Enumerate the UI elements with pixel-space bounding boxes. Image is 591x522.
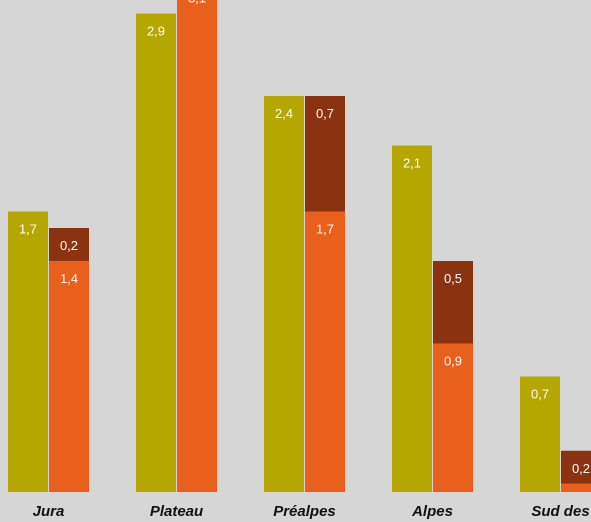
- data-label: 2,4: [275, 106, 293, 121]
- data-label: 0,7: [531, 387, 549, 402]
- data-label: 1,4: [60, 271, 78, 286]
- bar-group: 2,93,10,4Plateau: [136, 0, 217, 520]
- bar-group: 2,4 1,7 0,7 Préalpes: [264, 96, 345, 520]
- category-label: Alpes: [411, 503, 453, 520]
- bar: [520, 376, 560, 492]
- bar-segment: [49, 228, 89, 261]
- bar-segment: [561, 483, 591, 492]
- data-label: 0,9: [444, 354, 462, 369]
- category-label: Plateau: [150, 503, 203, 520]
- bar: [8, 211, 48, 492]
- data-label: 0,5: [444, 271, 462, 286]
- data-label: 2,9: [147, 24, 165, 39]
- bar: [136, 13, 176, 492]
- category-label: Sud des: [531, 503, 589, 520]
- data-label: 2,1: [403, 156, 421, 171]
- data-label: 0,7: [316, 106, 334, 121]
- bar-group: 2,1 0,9 0,5 Alpes: [392, 145, 473, 520]
- bar-segment: [305, 96, 345, 212]
- data-label: 3,1: [188, 0, 206, 6]
- bar: [264, 96, 304, 492]
- bar-segment: [177, 0, 217, 492]
- data-label: 1,7: [19, 222, 37, 237]
- category-label: Préalpes: [273, 503, 336, 520]
- bar-segment: [433, 343, 473, 492]
- bar-segment: [305, 211, 345, 492]
- data-label: 1,7: [316, 222, 334, 237]
- bar-segment: [49, 261, 89, 492]
- bar-segment: [561, 450, 591, 484]
- bar-segment: [433, 261, 473, 344]
- bar: [392, 145, 432, 492]
- data-label: 0,2: [572, 461, 590, 476]
- data-label: 0,2: [60, 238, 78, 253]
- bar-group: 0,7 0,2 Sud des: [520, 376, 591, 520]
- category-label: Jura: [33, 503, 65, 520]
- bar-group: 1,7 1,4 0,2 Jura: [8, 211, 89, 520]
